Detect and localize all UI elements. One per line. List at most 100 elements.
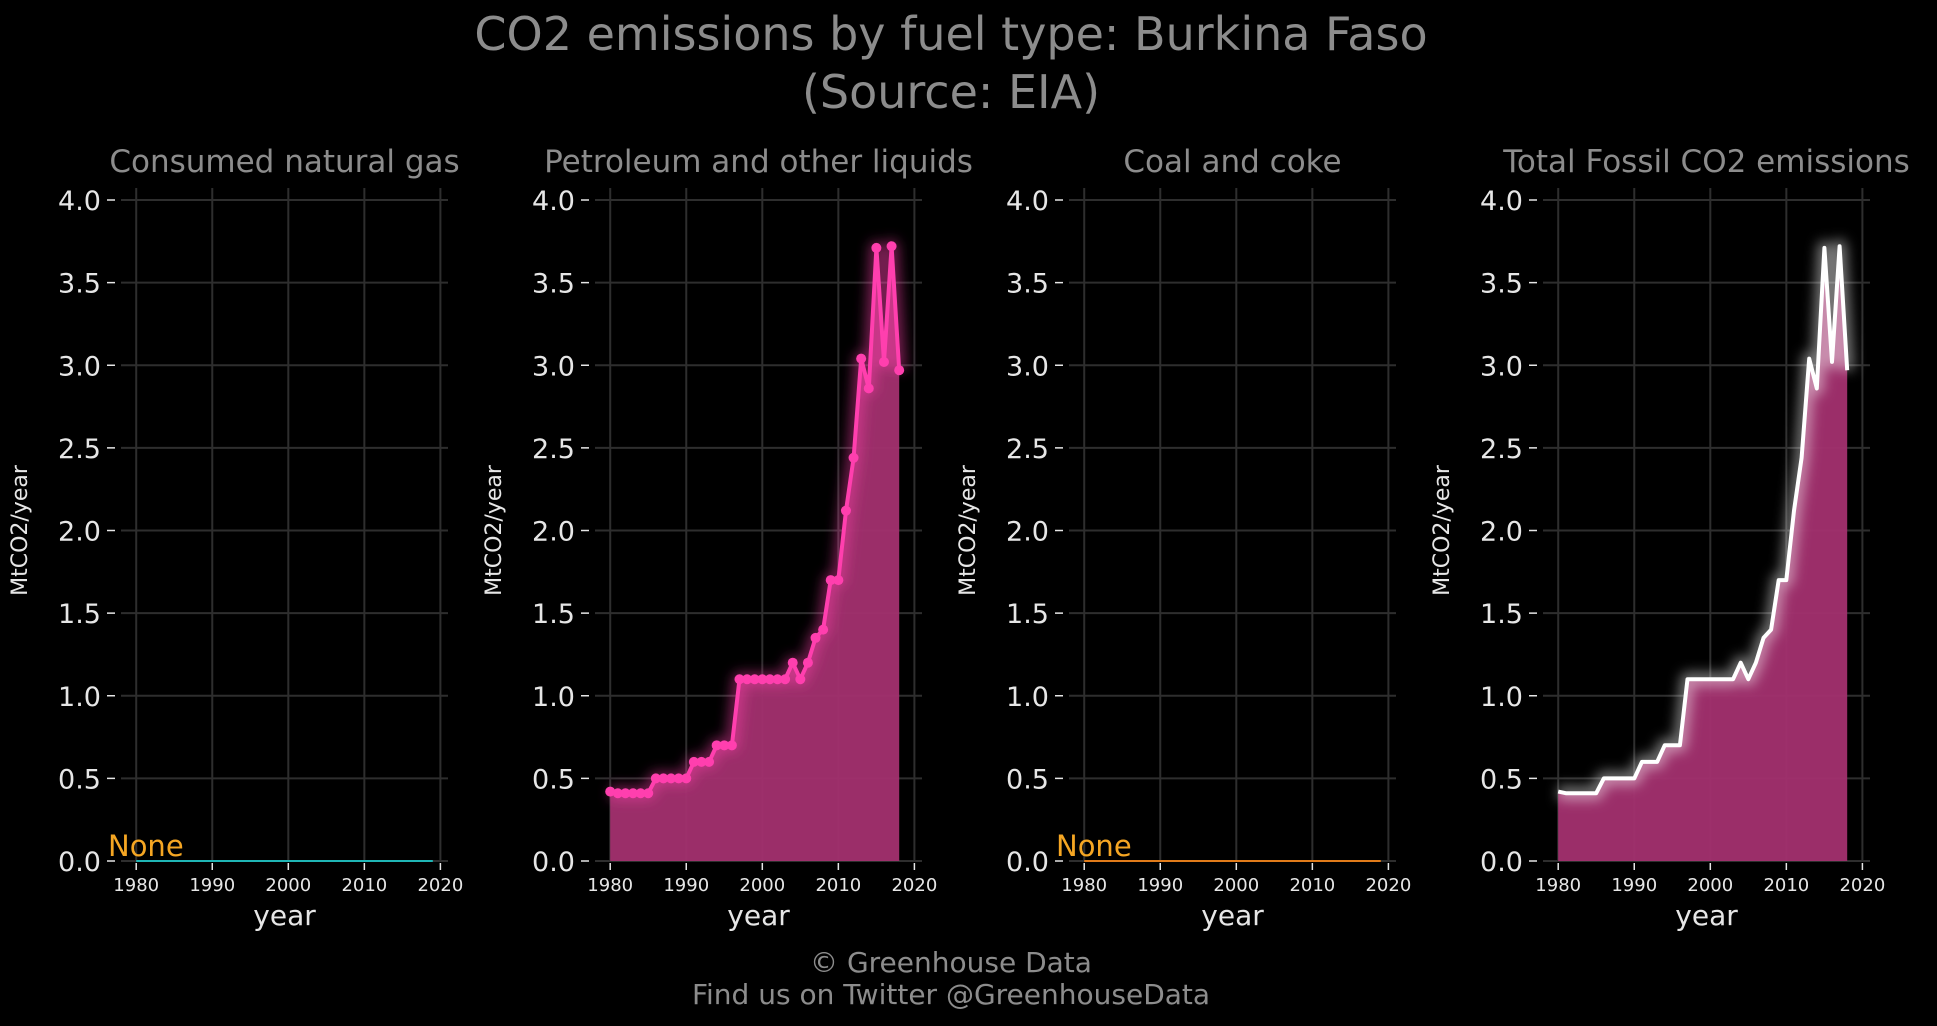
y-tick-label: 2.0 — [58, 517, 101, 548]
data-point — [673, 773, 684, 784]
footer-copyright: © Greenhouse Data — [810, 946, 1092, 979]
data-point — [612, 788, 623, 799]
panel-title: Petroleum and other liquids — [544, 144, 973, 180]
data-point — [764, 674, 775, 685]
y-tick-label: 1.5 — [1480, 599, 1523, 630]
x-tick-label: 1990 — [1611, 875, 1657, 896]
data-point — [635, 788, 646, 799]
y-tick-label: 3.5 — [58, 269, 101, 300]
data-point — [734, 674, 745, 685]
y-tick-label: 0.5 — [58, 764, 101, 795]
x-tick-label: 2020 — [891, 875, 937, 896]
data-point — [825, 575, 836, 586]
x-tick-label: 2010 — [341, 875, 387, 896]
data-point — [688, 756, 699, 767]
data-point — [787, 657, 798, 668]
data-point — [650, 773, 661, 784]
none-annotation: None — [108, 829, 184, 863]
y-tick-label: 3.5 — [532, 269, 575, 300]
y-tick-label: 0.0 — [1006, 847, 1049, 878]
y-tick-label: 1.5 — [58, 599, 101, 630]
footer-twitter: Find us on Twitter @GreenhouseData — [692, 978, 1210, 1011]
x-tick-label: 1980 — [1535, 875, 1581, 896]
x-tick-label: 2000 — [739, 875, 785, 896]
y-tick-label: 0.5 — [1006, 764, 1049, 795]
x-axis-label: year — [1201, 899, 1264, 932]
x-tick-label: 2020 — [1365, 875, 1411, 896]
y-tick-label: 3.0 — [532, 351, 575, 382]
data-point — [795, 674, 806, 685]
data-point — [749, 674, 760, 685]
data-point — [780, 674, 791, 685]
y-tick-label: 0.5 — [532, 764, 575, 795]
data-point — [666, 773, 677, 784]
data-point — [704, 756, 715, 767]
x-tick-label: 2010 — [1289, 875, 1335, 896]
data-point — [757, 674, 768, 685]
y-tick-label: 1.5 — [532, 599, 575, 630]
y-tick-label: 2.0 — [1006, 517, 1049, 548]
data-point — [719, 740, 730, 751]
y-tick-label: 1.0 — [1480, 682, 1523, 713]
data-point — [628, 788, 639, 799]
y-axis-label: MtCO2/year — [8, 464, 33, 596]
x-tick-label: 2000 — [265, 875, 311, 896]
data-point — [711, 740, 722, 751]
chart-panel-1: Consumed natural gas 0.0 0.5 1.0 1.5 2.0 2.5 3.… — [8, 144, 463, 932]
data-point — [658, 773, 669, 784]
data-point — [810, 632, 821, 643]
y-tick-label: 2.5 — [532, 434, 575, 465]
chart-panel-4: Total Fossil CO2 emissions 0.0 0.5 1.0 1.5 2.… — [1430, 144, 1910, 932]
y-tick-label: 2.0 — [1480, 517, 1523, 548]
figure-title-line1: CO2 emissions by fuel type: Burkina Faso — [474, 7, 1427, 61]
data-point — [878, 356, 889, 367]
data-point — [772, 674, 783, 685]
data-point — [871, 242, 882, 253]
data-point — [620, 788, 631, 799]
x-tick-label: 2010 — [1763, 875, 1809, 896]
y-tick-label: 3.0 — [58, 351, 101, 382]
data-point — [863, 383, 874, 394]
series-area — [610, 246, 900, 862]
y-tick-label: 1.0 — [1006, 682, 1049, 713]
panel-title: Coal and coke — [1123, 144, 1341, 180]
y-tick-label: 3.5 — [1480, 269, 1523, 300]
y-tick-label: 1.0 — [532, 682, 575, 713]
y-tick-label: 4.0 — [58, 186, 101, 217]
y-tick-label: 0.0 — [58, 847, 101, 878]
y-tick-label: 4.0 — [1006, 186, 1049, 217]
panel-title: Consumed natural gas — [109, 144, 459, 180]
y-tick-label: 3.5 — [1006, 269, 1049, 300]
x-tick-label: 2010 — [815, 875, 861, 896]
y-tick-label: 0.0 — [532, 847, 575, 878]
x-tick-label: 1980 — [1061, 875, 1107, 896]
x-axis-label: year — [727, 899, 790, 932]
data-point — [840, 505, 851, 516]
x-tick-label: 2000 — [1213, 875, 1259, 896]
y-tick-label: 3.0 — [1480, 351, 1523, 382]
x-tick-label: 1980 — [113, 875, 159, 896]
data-point — [802, 657, 813, 668]
y-tick-label: 4.0 — [1480, 186, 1523, 217]
data-point — [894, 365, 905, 376]
y-tick-label: 2.5 — [58, 434, 101, 465]
data-point — [696, 756, 707, 767]
y-axis-label: MtCO2/year — [1430, 464, 1455, 596]
data-point — [818, 624, 829, 635]
x-tick-label: 1980 — [587, 875, 633, 896]
data-point — [856, 353, 867, 364]
chart-panel-2: Petroleum and other liquids 0.0 0.5 1.0 1.5 2… — [482, 144, 973, 932]
x-tick-label: 1990 — [189, 875, 235, 896]
none-annotation: None — [1056, 829, 1132, 863]
data-point — [833, 575, 844, 586]
y-tick-label: 2.5 — [1480, 434, 1523, 465]
data-point — [643, 788, 654, 799]
y-tick-label: 3.0 — [1006, 351, 1049, 382]
y-axis-label: MtCO2/year — [482, 464, 507, 596]
data-point — [681, 773, 692, 784]
x-axis-label: year — [253, 899, 316, 932]
data-point — [726, 740, 737, 751]
data-point — [605, 786, 616, 797]
y-tick-label: 4.0 — [532, 186, 575, 217]
y-tick-label: 1.0 — [58, 682, 101, 713]
